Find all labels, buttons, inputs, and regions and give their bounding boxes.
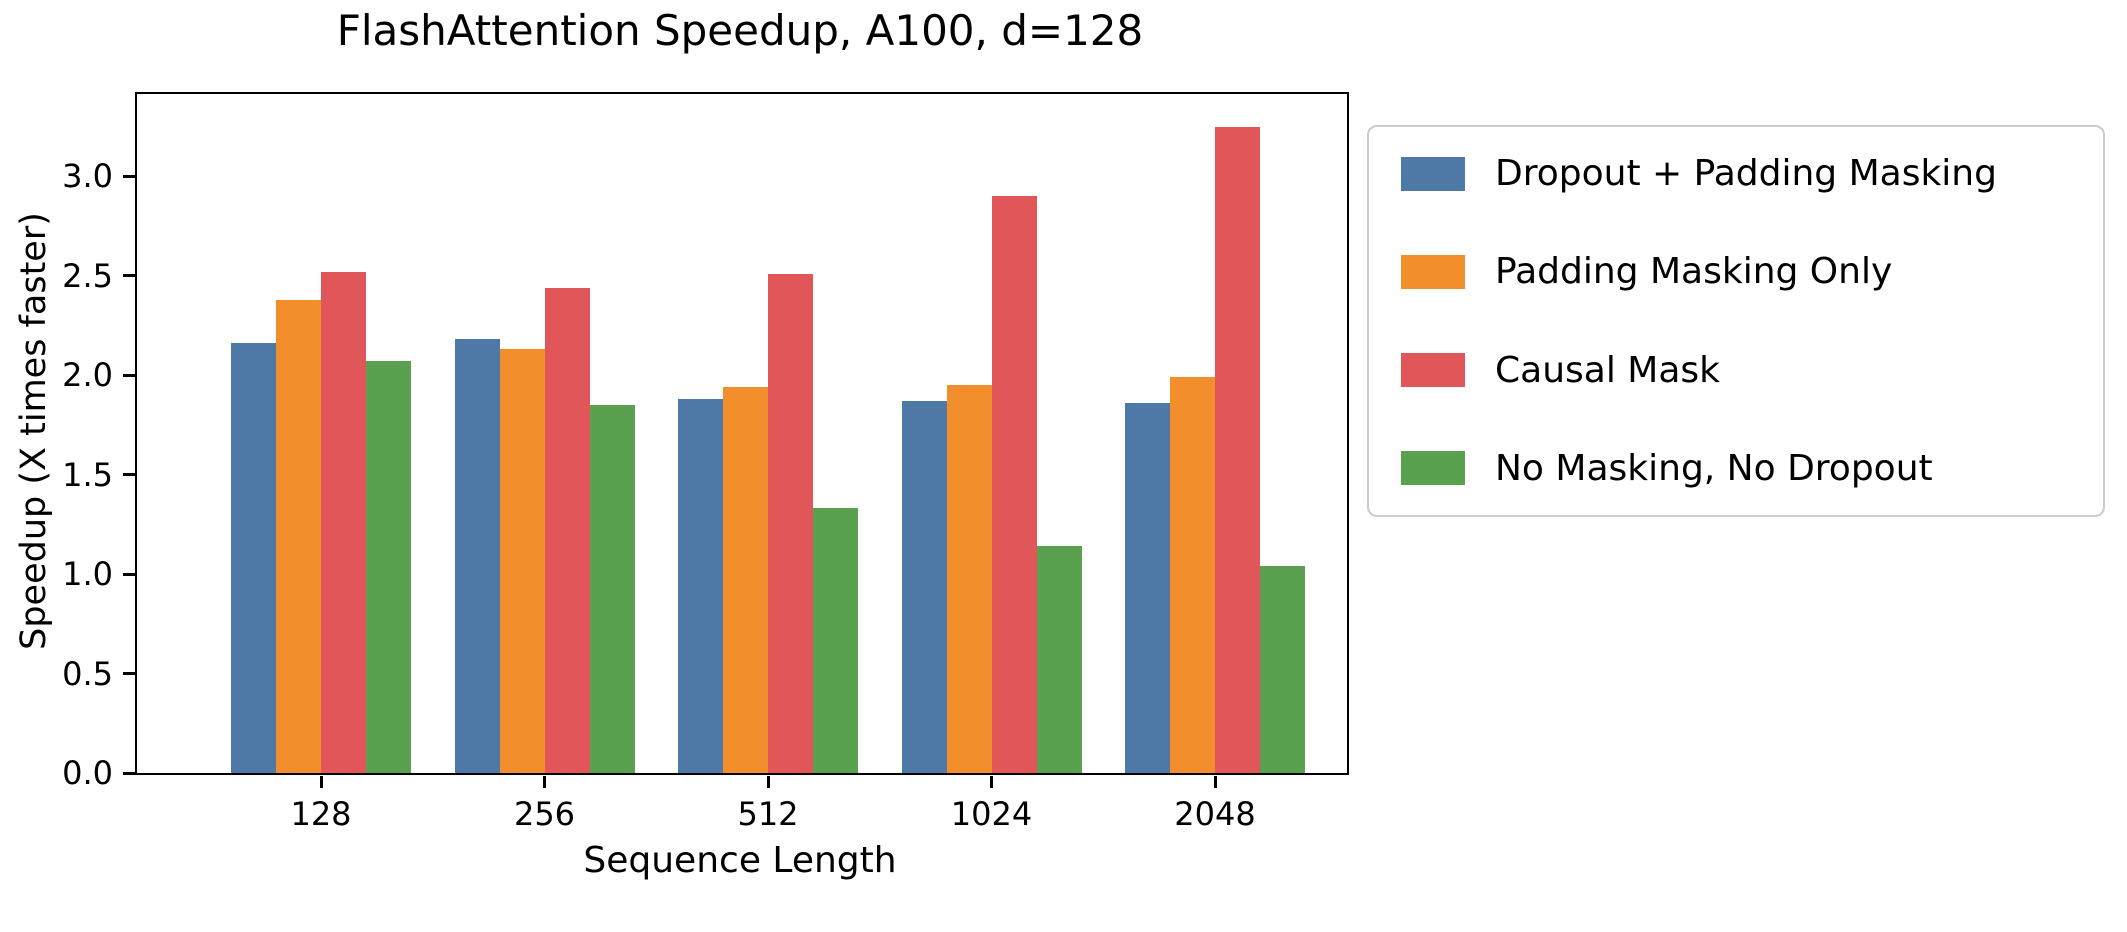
y-tick-mark xyxy=(122,771,135,775)
bar xyxy=(1125,403,1170,773)
legend-swatch xyxy=(1401,451,1465,486)
y-tick-mark xyxy=(122,572,135,576)
legend: Dropout + Padding Masking Padding Masking… xyxy=(1367,125,2105,517)
x-tick-label: 2048 xyxy=(1174,795,1256,833)
y-tick-label: 1.5 xyxy=(62,455,113,494)
y-tick-label: 0.5 xyxy=(62,654,113,693)
legend-swatch xyxy=(1401,156,1465,191)
y-axis-label: Speedup (X times faster) xyxy=(14,212,54,650)
x-tick-mark xyxy=(543,775,546,788)
bar xyxy=(321,271,366,773)
legend-swatch xyxy=(1401,254,1465,289)
bar xyxy=(544,287,590,773)
y-tick-mark xyxy=(122,473,135,477)
bar xyxy=(1215,126,1260,773)
bar xyxy=(499,349,545,773)
bar xyxy=(813,508,858,773)
x-tick-mark xyxy=(766,775,770,788)
bar xyxy=(678,399,723,773)
bar xyxy=(589,405,635,773)
legend-item: No Masking, No Dropout xyxy=(1401,448,2071,489)
y-tick-mark xyxy=(122,373,135,377)
legend-label: Causal Mask xyxy=(1495,349,1720,391)
bar xyxy=(723,387,768,773)
legend-item: Causal Mask xyxy=(1401,350,2071,391)
bar xyxy=(366,361,411,773)
bar xyxy=(991,196,1037,773)
plot-area: 0.0 0.5 1.0 1.5 2.0 2.5 3.0 128 256 512 1024 2048 xyxy=(62,92,1349,833)
legend-item: Dropout + Padding Masking xyxy=(1401,153,2071,194)
bar xyxy=(1260,566,1305,773)
x-axis-label: Sequence Length xyxy=(583,840,897,881)
x-tick-mark xyxy=(990,775,993,788)
bar xyxy=(231,343,276,773)
y-tick-mark xyxy=(122,274,135,278)
y-tick-label: 2.0 xyxy=(62,356,113,395)
bar xyxy=(1170,377,1215,773)
bar xyxy=(276,299,321,773)
legend-label: Dropout + Padding Masking xyxy=(1495,153,1997,194)
bar xyxy=(901,401,947,773)
y-tick-mark xyxy=(122,174,135,178)
bar xyxy=(768,273,813,773)
legend-swatch xyxy=(1401,353,1465,388)
x-tick-label: 256 xyxy=(513,795,576,833)
legend-label: No Masking, No Dropout xyxy=(1495,447,1933,489)
y-tick-label: 3.0 xyxy=(62,157,113,196)
y-tick-label: 0.0 xyxy=(62,754,113,792)
x-tick-mark xyxy=(319,775,323,788)
y-tick-mark xyxy=(122,672,135,676)
legend-label: Padding Masking Only xyxy=(1495,251,1893,293)
y-tick-label: 2.5 xyxy=(62,256,113,295)
chart-title: FlashAttention Speedup, A100, d=128 xyxy=(336,6,1144,55)
x-tick-label: 128 xyxy=(290,795,352,833)
x-tick-mark xyxy=(1213,775,1217,788)
x-tick-label: 1024 xyxy=(950,795,1033,833)
x-tick-label: 512 xyxy=(737,795,799,833)
y-tick-label: 1.0 xyxy=(62,555,113,594)
legend-item: Padding Masking Only xyxy=(1401,251,2071,292)
bar xyxy=(1036,546,1082,773)
bar xyxy=(454,339,500,773)
bar xyxy=(946,385,992,773)
